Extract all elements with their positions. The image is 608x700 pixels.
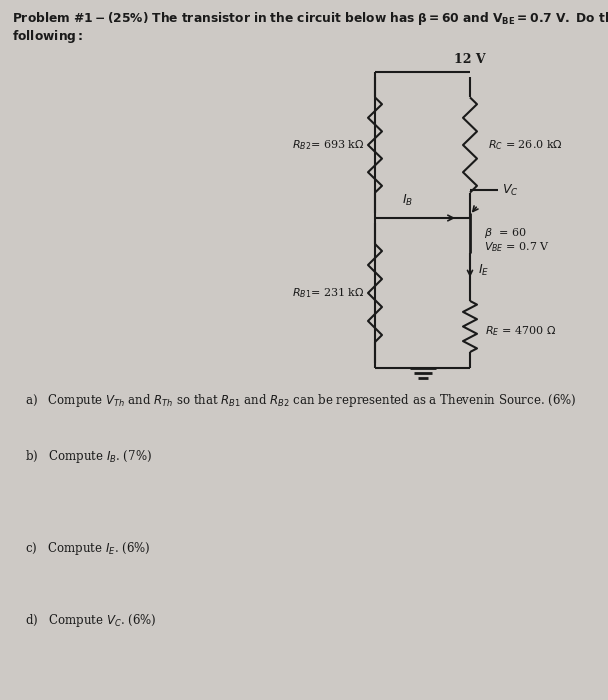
Text: $R_{B2}$= 693 k$\Omega$: $R_{B2}$= 693 k$\Omega$ [292, 138, 365, 152]
Text: c)   Compute $I_E$. (6%): c) Compute $I_E$. (6%) [25, 540, 151, 557]
Text: $\mathbf{following:}$: $\mathbf{following:}$ [12, 28, 83, 45]
Text: $R_C$ = 26.0 k$\Omega$: $R_C$ = 26.0 k$\Omega$ [488, 138, 562, 152]
Text: $R_{B1}$= 231 k$\Omega$: $R_{B1}$= 231 k$\Omega$ [292, 286, 365, 300]
Text: $V_{BE}$ = 0.7 V: $V_{BE}$ = 0.7 V [484, 240, 550, 254]
Text: $\mathbf{Problem\ \#1 - (25\%)\ The\ transistor\ in\ the\ circuit\ below\ has\ }: $\mathbf{Problem\ \#1 - (25\%)\ The\ tra… [12, 10, 608, 27]
Text: $\beta$  = 60: $\beta$ = 60 [484, 226, 527, 240]
Text: $R_E$ = 4700 $\Omega$: $R_E$ = 4700 $\Omega$ [485, 325, 556, 338]
Text: 12 V: 12 V [454, 53, 486, 66]
Text: b)   Compute $I_B$. (7%): b) Compute $I_B$. (7%) [25, 448, 152, 465]
Text: $V_C$: $V_C$ [502, 183, 519, 197]
Text: $I_B$: $I_B$ [402, 193, 413, 208]
Text: a)   Compute $V_{Th}$ and $R_{Th}$ so that $R_{B1}$ and $R_{B2}$ can be represen: a) Compute $V_{Th}$ and $R_{Th}$ so that… [25, 392, 576, 409]
Text: d)   Compute $V_C$. (6%): d) Compute $V_C$. (6%) [25, 612, 157, 629]
Text: $I_E$: $I_E$ [478, 262, 489, 277]
